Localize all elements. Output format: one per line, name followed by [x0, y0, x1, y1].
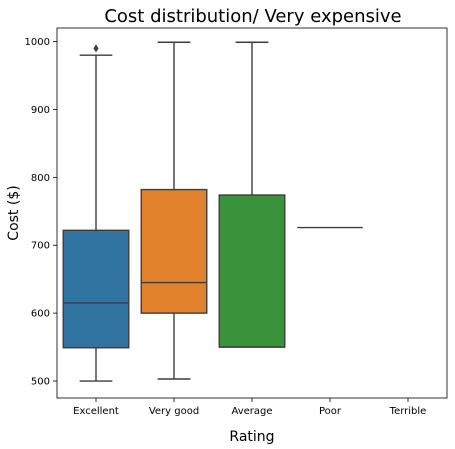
chart-title: Cost distribution/ Very expensive — [104, 6, 401, 27]
box-series — [62, 41, 363, 382]
y-tick-label: 800 — [31, 173, 50, 184]
iqr-box — [62, 229, 130, 349]
x-tick-label: Excellent — [73, 406, 119, 417]
y-tick-label: 1000 — [25, 37, 50, 48]
x-axis-label: Rating — [229, 429, 274, 445]
y-axis-ticks: 500 600 700 800 900 1000 — [25, 37, 57, 388]
y-axis-label: Cost ($) — [6, 185, 22, 240]
y-tick-label: 700 — [31, 241, 50, 252]
x-tick-label: Terrible — [389, 406, 427, 417]
x-tick-label: Average — [231, 406, 272, 417]
y-tick-label: 900 — [31, 105, 50, 116]
outlier-point — [93, 44, 99, 53]
iqr-box — [140, 188, 208, 314]
y-tick-label: 500 — [31, 377, 50, 388]
x-tick-label: Poor — [319, 406, 342, 417]
iqr-box — [218, 194, 286, 348]
x-axis-ticks: Excellent Very good Average Poor Terrible — [73, 398, 426, 417]
y-tick-label: 600 — [31, 309, 50, 320]
plot-frame — [56, 27, 448, 399]
x-tick-label: Very good — [149, 406, 199, 417]
